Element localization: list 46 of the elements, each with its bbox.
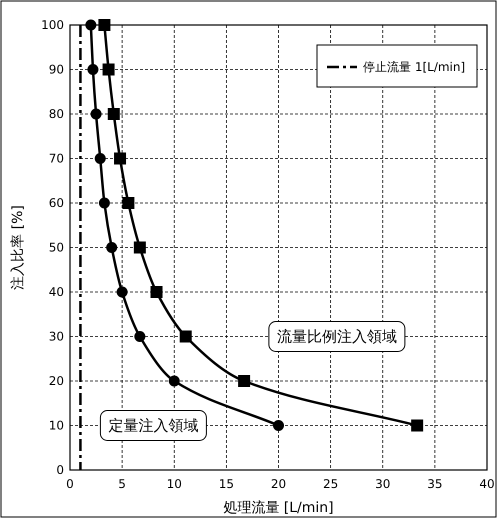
point (85, 20, 96, 30)
point (122, 197, 134, 209)
point (273, 420, 284, 431)
y-axis-title: 注入比率 [%] (10, 205, 26, 290)
x-tick-label: 15 (218, 477, 234, 491)
legend: 停止流量 1[L/min] (316, 44, 478, 88)
point (411, 420, 424, 432)
y-tick-label: 50 (48, 240, 64, 254)
point (106, 242, 118, 253)
y-tick-label: 10 (48, 418, 64, 432)
point (116, 286, 128, 298)
x-tick-label: 20 (270, 477, 286, 491)
point (150, 286, 163, 298)
point (114, 152, 126, 164)
point (168, 376, 180, 386)
x-tick-label: 5 (118, 477, 126, 491)
y-tick-label: 40 (48, 285, 64, 299)
point (98, 198, 110, 208)
x-tick-label: 25 (322, 477, 338, 491)
ref-line-label: 停止流量 1[L/min] (363, 60, 466, 74)
point (102, 64, 115, 76)
point (238, 375, 250, 387)
x-tick-label: 40 (479, 477, 495, 491)
point (134, 242, 146, 254)
x-tick-label: 10 (166, 477, 182, 491)
x-axis-title: 処理流量 [L/min] (223, 500, 334, 516)
x-tick-label: 35 (427, 477, 443, 491)
y-tick-label: 80 (48, 107, 64, 121)
point (90, 108, 102, 120)
annotation: 定量注入領域 (108, 416, 198, 434)
y-tick-label: 0 (56, 463, 64, 477)
point (94, 153, 106, 164)
point (134, 331, 146, 342)
y-tick-label: 60 (48, 196, 64, 210)
y-tick-label: 100 (41, 18, 64, 32)
y-tick-label: 90 (48, 62, 64, 76)
point (98, 19, 110, 31)
x-tick-label: 30 (375, 477, 390, 491)
y-tick-label: 70 (48, 152, 64, 166)
x-tick-label: 0 (66, 477, 74, 491)
y-tick-label: 30 (48, 330, 64, 344)
point (180, 330, 192, 342)
point (87, 64, 98, 75)
point (108, 108, 120, 120)
y-tick-label: 20 (48, 374, 64, 388)
annotation: 流量比例注入領域 (276, 328, 397, 346)
